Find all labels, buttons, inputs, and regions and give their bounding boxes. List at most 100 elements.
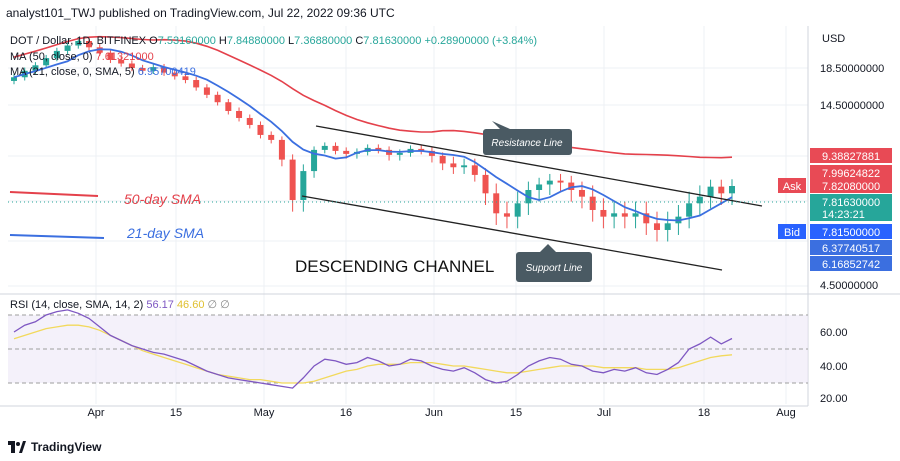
candle-body [139, 68, 146, 71]
x-tick-label: Jul [597, 407, 611, 419]
candle-body [686, 203, 693, 217]
indicator-label: MA (50, close, 0) [10, 51, 96, 63]
rsi-y-tick-label: 40.00 [820, 361, 848, 373]
price-tag-side-text: Bid [784, 227, 800, 239]
candle-body [632, 213, 639, 217]
candle-body [332, 145, 339, 151]
candle-body [257, 124, 264, 135]
candle-body [461, 165, 468, 168]
price-chart: 50-day SMA 21-day SMA DESCENDING CHANNEL Re… [0, 26, 900, 419]
resistance-line [315, 125, 763, 207]
publish-header: analyst101_TWJ published on TradingView.… [0, 0, 900, 26]
candle-body [289, 159, 296, 200]
price-tag-text: 14:23:21 [822, 209, 865, 221]
candle-body [729, 186, 735, 194]
candle-body [268, 134, 275, 140]
change-value: +0.28900000 (+3.84%) [424, 35, 537, 47]
candle-body [278, 139, 285, 160]
price-tag-text: 6.16852742 [822, 259, 880, 271]
support-callout-text: Support Line [526, 263, 583, 274]
x-tick-label: 16 [340, 407, 352, 419]
y-tick-label: 4.50000000 [820, 280, 878, 292]
candle-body [428, 150, 435, 156]
candle-body [53, 50, 60, 59]
c-value: 7.81630000 [363, 35, 424, 47]
price-tag-text: 7.99624822 [822, 168, 880, 180]
candle-body [343, 150, 350, 154]
candle-body [557, 180, 564, 183]
h-value: 7.84880000 [227, 35, 288, 47]
x-tick-label: Apr [87, 407, 104, 419]
x-tick-label: 15 [510, 407, 522, 419]
sma50-legend-line [9, 191, 99, 197]
candle-body [225, 102, 232, 111]
tradingview-logo[interactable]: TradingView [8, 440, 101, 454]
candle-body [718, 186, 725, 194]
candle-body [214, 94, 221, 103]
chart-title: DOT / Dollar, 1D, BITFINEX [10, 35, 149, 47]
tradingview-icon [8, 441, 26, 453]
price-tag-bg [810, 224, 892, 239]
rsi-line [13, 309, 733, 389]
candle-body [450, 163, 457, 168]
h-label: H [219, 35, 227, 47]
rsi-label: RSI (14, close, SMA, 14, 2) [10, 299, 146, 311]
price-tag-text: 6.37740517 [822, 243, 880, 255]
price-tag-bg [810, 206, 892, 221]
indicator-legend-1: MA (21, close, 0, SMA, 5) 6.95700419 [10, 66, 196, 78]
candle-body [696, 196, 703, 204]
sma21-legend-line [9, 234, 105, 239]
o-label: O [149, 35, 158, 47]
footer: TradingView [0, 433, 900, 461]
x-tick-label: 15 [170, 407, 182, 419]
candle-body [246, 117, 253, 125]
resistance-callout-text: Resistance Line [491, 138, 563, 149]
price-tag-bg [810, 256, 892, 271]
rsi-value-0: 56.17 [146, 299, 177, 311]
rsi-empty-icons: ∅ ∅ [208, 299, 230, 311]
y-tick-label: 18.50000000 [820, 63, 884, 75]
candle-body [43, 58, 50, 66]
candle-body [193, 80, 200, 88]
candle-body [546, 180, 553, 185]
brand-name: TradingView [31, 440, 102, 454]
price-tag-side-text: Ask [783, 181, 802, 193]
candle-body [107, 52, 114, 60]
candle-body [471, 165, 478, 175]
candle-body [503, 213, 510, 217]
resistance-callout [483, 129, 572, 155]
sma50-label: 50-day SMA [124, 191, 201, 207]
ohlc-legend: DOT / Dollar, 1D, BITFINEX O7.53160000 H… [10, 35, 537, 47]
candle-body [375, 147, 382, 150]
candle-body [653, 223, 660, 230]
candle-body [514, 203, 521, 217]
x-tick-label: May [254, 407, 275, 419]
o-value: 7.53160000 [158, 35, 219, 47]
sma21-label: 21-day SMA [126, 225, 204, 241]
l-value: 7.36880000 [294, 35, 355, 47]
rsi-y-tick-label: 60.00 [820, 327, 848, 339]
candle-body [493, 193, 500, 214]
y-tick-label: 14.50000000 [820, 100, 884, 112]
candle-body [86, 41, 93, 48]
indicator-legend-0: MA (50, close, 0) 7.61321000 [10, 51, 154, 63]
candle-body [589, 196, 596, 210]
price-tag-side-bg [778, 224, 806, 239]
publish-text: analyst101_TWJ published on TradingView.… [6, 6, 395, 20]
candle-body [643, 213, 650, 224]
candle-body [300, 171, 307, 200]
candle-body [439, 155, 446, 164]
candle-body [578, 189, 585, 197]
candle-body [664, 223, 671, 230]
x-tick-label: Aug [776, 407, 796, 419]
price-tag-bg [810, 148, 892, 163]
price-tag-bg [810, 240, 892, 255]
candle-body [203, 87, 210, 95]
x-tick-label: Jun [425, 407, 443, 419]
candle-body [118, 59, 125, 64]
candle-body [64, 45, 71, 51]
candle-body [482, 174, 489, 194]
candle-body [536, 184, 543, 190]
candle-body [321, 145, 328, 150]
candle-body [32, 65, 39, 71]
